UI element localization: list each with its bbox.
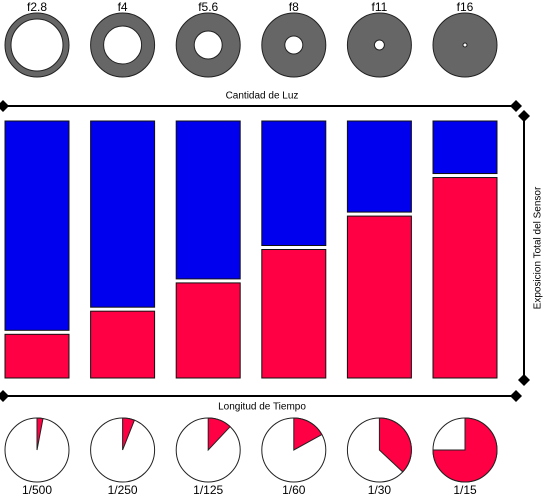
aperture-label: f16 bbox=[457, 0, 474, 14]
right-axis-label: Exposicion Total del Sensor bbox=[533, 186, 544, 309]
red-bar bbox=[346, 215, 412, 379]
blue-bar bbox=[261, 120, 327, 246]
blue-bar bbox=[175, 120, 241, 280]
top-axis-label: Cantidad de Luz bbox=[226, 91, 299, 102]
aperture-label: f5.6 bbox=[198, 0, 218, 14]
bottom-axis-label: Longitud de Tiempo bbox=[218, 402, 306, 413]
clock-wedge bbox=[36, 417, 44, 451]
shutter-label: 1/250 bbox=[108, 483, 138, 497]
shutter-label: 1/60 bbox=[282, 483, 306, 497]
blue-bar bbox=[346, 120, 412, 213]
red-bar bbox=[175, 282, 241, 379]
aperture-label: f4 bbox=[118, 0, 128, 14]
aperture-hole bbox=[373, 39, 385, 51]
red-bar bbox=[261, 249, 327, 379]
red-bar bbox=[432, 177, 498, 379]
shutter-label: 1/15 bbox=[453, 483, 477, 497]
clock-wedge bbox=[207, 417, 231, 452]
clock-wedge bbox=[432, 417, 498, 483]
shutter-label: 1/30 bbox=[368, 483, 392, 497]
shutter-label: 1/500 bbox=[22, 483, 52, 497]
shutter-label: 1/125 bbox=[193, 483, 223, 497]
blue-bar bbox=[4, 120, 70, 331]
red-bar bbox=[4, 333, 70, 379]
aperture-hole bbox=[462, 42, 468, 48]
aperture-hole bbox=[193, 30, 223, 60]
aperture-label: f2.8 bbox=[27, 0, 47, 14]
clock-wedge bbox=[122, 417, 136, 451]
aperture-hole bbox=[284, 35, 304, 55]
aperture-hole bbox=[103, 25, 143, 65]
aperture-label: f11 bbox=[372, 0, 388, 14]
aperture-label: f8 bbox=[289, 0, 299, 14]
clock-wedge bbox=[293, 417, 323, 451]
blue-bar bbox=[432, 120, 498, 175]
blue-bar bbox=[90, 120, 156, 308]
clock-wedge bbox=[378, 417, 412, 473]
aperture-hole bbox=[10, 18, 64, 72]
red-bar bbox=[90, 310, 156, 379]
